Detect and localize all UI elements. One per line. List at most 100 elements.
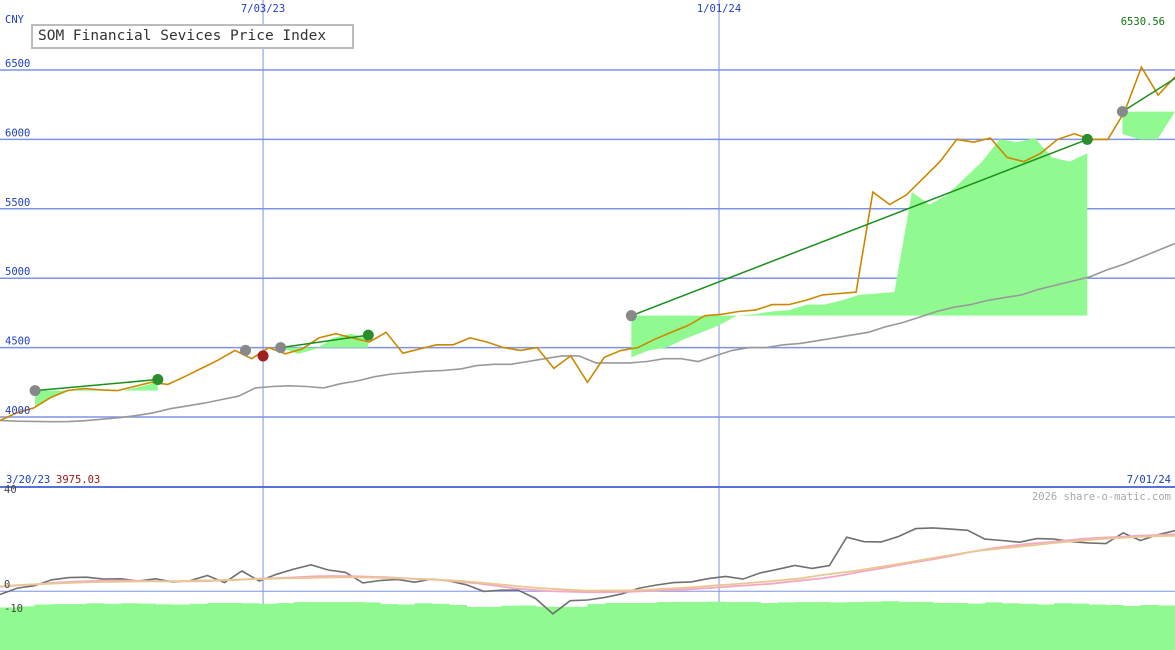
histogram-bar <box>483 606 502 650</box>
chart-title-text: SOM Financial Sevices Price Index <box>38 28 327 44</box>
histogram-bar <box>1071 603 1090 650</box>
histogram-bar <box>432 603 450 650</box>
y-tick-label: 5500 <box>5 197 30 209</box>
histogram-bar <box>311 602 329 650</box>
histogram-bar <box>812 602 830 650</box>
trend-lines <box>35 77 1175 392</box>
histogram-bar <box>241 603 260 650</box>
histogram-bar <box>449 605 468 650</box>
histogram-bar <box>691 601 709 650</box>
histogram-bar <box>622 602 640 650</box>
histogram-bar <box>293 602 312 650</box>
histogram-bar <box>1054 603 1072 650</box>
x-tick-label: 1/01/24 <box>697 3 741 15</box>
histogram-bar <box>777 602 796 650</box>
signal-marker <box>152 374 164 386</box>
histogram-bar <box>51 604 70 650</box>
y-tick-label: 6500 <box>5 58 30 70</box>
histogram-bar <box>224 602 243 650</box>
histogram-bar <box>1140 605 1159 650</box>
signal-marker <box>1116 106 1128 118</box>
histogram-bar <box>1088 604 1107 650</box>
histogram-bar <box>1002 603 1020 650</box>
histogram-bar <box>518 605 537 650</box>
histogram-bar <box>950 603 969 650</box>
signal-marker <box>240 344 252 356</box>
histogram-bar <box>760 603 779 650</box>
trend-line <box>1121 77 1175 113</box>
x-tick-label: 7/03/23 <box>241 3 285 15</box>
trend-line <box>280 334 369 349</box>
signal-markers <box>29 106 1128 397</box>
histogram-bar <box>1123 606 1141 650</box>
price-line <box>0 65 1175 422</box>
histogram-bar <box>864 601 882 650</box>
histogram-bar <box>380 604 398 650</box>
histogram-bar <box>362 602 381 650</box>
histogram-bar <box>414 603 433 650</box>
series-lines <box>0 65 1175 423</box>
histogram-bar <box>190 603 208 650</box>
trend-line <box>35 378 158 392</box>
last-value-label: 6530.56 <box>1121 16 1165 28</box>
histogram-bar <box>673 601 692 650</box>
histogram-bar <box>276 603 295 650</box>
signal-marker <box>362 329 374 341</box>
y-tick-label: 4000 <box>5 405 30 417</box>
histogram-bar <box>397 604 416 650</box>
histogram-bar <box>725 602 744 650</box>
histogram-bar <box>103 603 122 650</box>
histogram-bar <box>794 602 813 650</box>
histogram-bar <box>138 603 156 650</box>
oscillator-tick-label: 40 <box>4 484 17 496</box>
histogram-bar <box>86 603 105 650</box>
histogram-bar <box>639 602 658 650</box>
histogram-bar <box>69 604 87 650</box>
histogram-bar <box>604 602 623 650</box>
histogram-bar <box>121 603 139 650</box>
oscillator-panel <box>0 527 1175 650</box>
histogram-bar <box>259 603 277 650</box>
histogram-bar <box>207 602 226 650</box>
signal-marker <box>257 350 269 362</box>
histogram-bar <box>933 602 951 650</box>
histogram-bar <box>1036 604 1055 650</box>
histogram-bar <box>1019 603 1038 650</box>
trend-line <box>631 138 1088 317</box>
signal-line <box>0 533 1175 594</box>
histogram-bar <box>155 604 174 650</box>
signal-marker <box>29 385 41 397</box>
moving-average-line <box>0 242 1175 423</box>
histogram-bar <box>743 602 761 650</box>
histogram-bar <box>881 601 900 650</box>
histogram-bar <box>345 602 364 650</box>
signal-marker <box>275 342 287 354</box>
histogram-bar <box>1157 605 1175 650</box>
histogram-bar <box>535 606 554 650</box>
histogram-bar <box>967 603 986 650</box>
histogram-bar <box>846 602 865 650</box>
start-date-label: 3/20/23 <box>6 474 50 486</box>
histogram-bar <box>984 602 1003 650</box>
y-tick-label: 4500 <box>5 336 30 348</box>
histogram-bar <box>898 601 917 650</box>
histogram-bar <box>587 604 606 650</box>
histogram-bar <box>552 606 571 650</box>
end-date-label: 7/01/24 <box>1127 474 1171 486</box>
oscillator-tick-label: -10 <box>4 603 23 615</box>
histogram-bar <box>656 602 675 650</box>
histogram-bar <box>501 605 519 650</box>
start-value-label: 3975.03 <box>56 474 100 486</box>
histogram-bar <box>34 604 53 650</box>
histogram-bar <box>1105 605 1124 650</box>
gain-area <box>35 382 158 408</box>
chart-title: SOM Financial Sevices Price Index <box>31 24 354 49</box>
axis-labels: CNY 4000 4500 5000 5500 6000 6500 7/03/23 1/01/2… <box>4 3 1171 615</box>
histogram-bar <box>17 606 36 650</box>
momentum-line <box>0 527 1175 615</box>
histogram-bar <box>915 601 934 650</box>
histogram-bar <box>570 606 588 650</box>
oscillator-tick-label: 0 <box>4 579 10 591</box>
